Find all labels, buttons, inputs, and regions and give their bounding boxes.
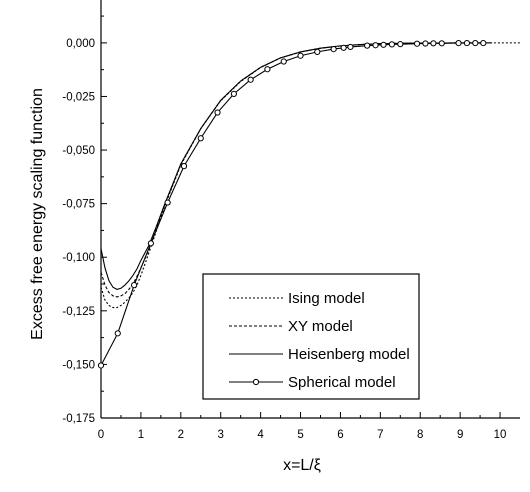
series-marker (314, 48, 321, 55)
series-marker (430, 40, 437, 47)
series-marker (147, 240, 154, 247)
x-tick-label: 1 (138, 429, 144, 441)
series-marker (230, 90, 237, 97)
series-marker (114, 330, 121, 337)
y-tick-label: -0,150 (62, 359, 95, 371)
series-marker (413, 40, 421, 47)
series-marker (364, 42, 371, 49)
y-tick-label: 0,000 (66, 38, 95, 50)
series-layer (97, 39, 520, 369)
series-marker (247, 76, 254, 83)
x-tick-label: 5 (297, 429, 303, 441)
series-marker (463, 39, 471, 47)
series-marker (397, 41, 404, 48)
y-tick-label: -0,125 (62, 306, 95, 318)
series-marker (197, 135, 204, 142)
legend-marker (252, 378, 260, 386)
x-axis-title: x=L/ξ (283, 457, 321, 474)
series-marker (280, 58, 287, 65)
x-tick-label: 3 (218, 429, 224, 441)
series-line-2 (100, 42, 493, 298)
series-marker (438, 40, 445, 47)
y-tick-label: -0,075 (62, 199, 95, 211)
y-tick-label: -0,175 (62, 413, 95, 425)
series-marker (131, 281, 138, 289)
series-marker (180, 163, 188, 170)
series-marker (380, 41, 387, 48)
series-marker (372, 42, 379, 49)
y-axis-title: Excess free energy scaling function (29, 88, 46, 340)
series-line-3 (100, 42, 493, 290)
series-marker (347, 43, 354, 51)
series-marker (388, 41, 396, 48)
legend: Ising model XY model Heisenberg model Spher… (202, 273, 420, 400)
series-line-1 (100, 42, 520, 309)
legend-label: Heisenberg model (288, 346, 410, 363)
x-tick-label: 6 (337, 429, 343, 441)
series-marker (340, 44, 347, 51)
x-axis: 0 1 2 3 4 5 6 7 8 9 10 (98, 412, 507, 441)
series-marker (264, 66, 271, 73)
x-tick-label: 10 (494, 429, 507, 441)
x-tick-label: 2 (178, 429, 184, 441)
y-tick-label: -0,100 (62, 252, 95, 264)
x-tick-label: 4 (257, 429, 264, 441)
x-tick-label: 0 (98, 429, 104, 441)
legend-label: Ising model (288, 290, 365, 307)
series-marker (472, 39, 479, 47)
series-marker (297, 52, 304, 59)
series-marker (422, 40, 429, 47)
series-marker (164, 199, 171, 206)
x-tick-label: 9 (457, 429, 463, 441)
y-tick-label: -0,050 (62, 145, 95, 157)
x-tick-label: 8 (417, 429, 423, 441)
series-marker (214, 109, 221, 116)
legend-box (202, 273, 420, 400)
x-tick-label: 7 (377, 429, 383, 441)
series-marker (480, 39, 487, 47)
legend-label: XY model (288, 318, 353, 335)
series-marker (455, 39, 462, 47)
y-tick-label: -0,025 (62, 91, 95, 103)
series-marker (330, 45, 337, 53)
y-axis: 0,000 -0,025 -0,050 -0,075 -0,100 -0,125 -0,15… (62, 15, 107, 425)
legend-label: Spherical model (288, 374, 396, 391)
series-marker (97, 362, 105, 369)
